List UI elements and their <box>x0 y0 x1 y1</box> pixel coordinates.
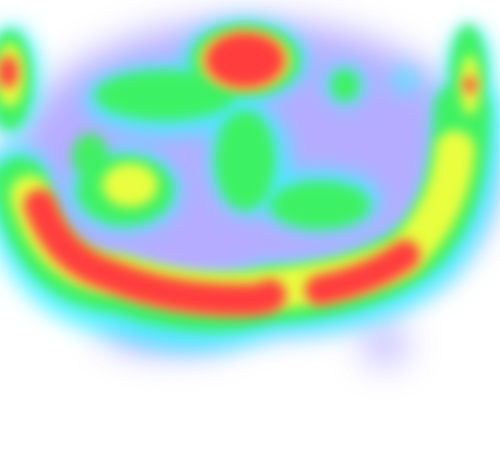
cyan-layer <box>0 20 500 350</box>
red-hotspot-layer <box>0 32 476 317</box>
green-layer <box>0 24 490 331</box>
halo-blue-layer <box>5 20 495 363</box>
yellow-layer <box>0 30 480 313</box>
